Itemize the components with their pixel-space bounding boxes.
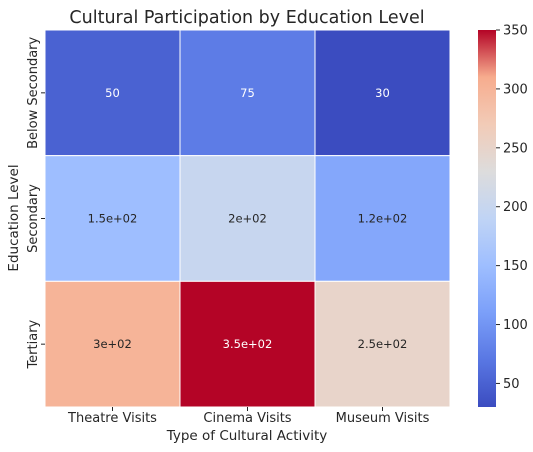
heatmap-cell (44, 155, 181, 282)
colorbar-tick-label: 50 (503, 377, 520, 392)
colorbar-tick-label: 200 (503, 200, 528, 215)
colorbar-ticks: 50 100 150 200 250 300 350 (496, 24, 528, 392)
heatmap-cell (314, 29, 451, 157)
colorbar-tick-label: 250 (503, 141, 528, 156)
heatmap-cell (179, 155, 316, 282)
colorbar-tick-label: 100 (503, 318, 528, 333)
x-tick-label: Cinema Visits (203, 411, 291, 426)
heatmap-cell (44, 29, 181, 157)
colorbar-tick-label: 350 (503, 24, 528, 39)
x-axis-label: Type of Cultural Activity (166, 428, 328, 444)
y-tick-label: Tertiary (26, 319, 41, 369)
chart-title: Cultural Participation by Education Leve… (69, 8, 424, 28)
heatmap-cell-label: 1.5e+02 (88, 212, 138, 226)
x-tick-labels: Theatre Visits Cinema Visits Museum Visits (67, 407, 430, 426)
heatmap-cell-label: 75 (240, 86, 255, 100)
heatmap-cell-label: 3e+02 (93, 337, 132, 351)
heatmap-cell-label: 2e+02 (228, 212, 267, 226)
heatmap-cell-labels: 50 75 30 1.5e+02 2e+02 1.2e+02 3e+02 3.5e+02 2.5… (88, 86, 408, 351)
heatmap-cell-label: 3.5e+02 (223, 337, 273, 351)
heatmap-cells (44, 29, 451, 408)
x-tick-label: Theatre Visits (67, 411, 157, 426)
y-tick-label: Below Secondary (26, 36, 41, 148)
heatmap-cell-label: 30 (375, 86, 390, 100)
heatmap-cell (179, 280, 316, 408)
y-axis-label: Education Level (6, 164, 22, 271)
colorbar-tick-label: 300 (503, 82, 528, 97)
heatmap-cell-label: 2.5e+02 (358, 337, 408, 351)
x-tick-label: Museum Visits (336, 411, 430, 426)
heatmap-cell (179, 29, 316, 157)
heatmap-cell-label: 1.2e+02 (358, 212, 408, 226)
y-tick-label: Secondary (26, 184, 41, 253)
heatmap-cell-label: 50 (105, 86, 120, 100)
y-tick-labels: Below Secondary Secondary Tertiary (26, 36, 45, 370)
colorbar (478, 30, 496, 407)
heatmap-cell (314, 155, 451, 282)
colorbar-tick-label: 150 (503, 259, 528, 274)
